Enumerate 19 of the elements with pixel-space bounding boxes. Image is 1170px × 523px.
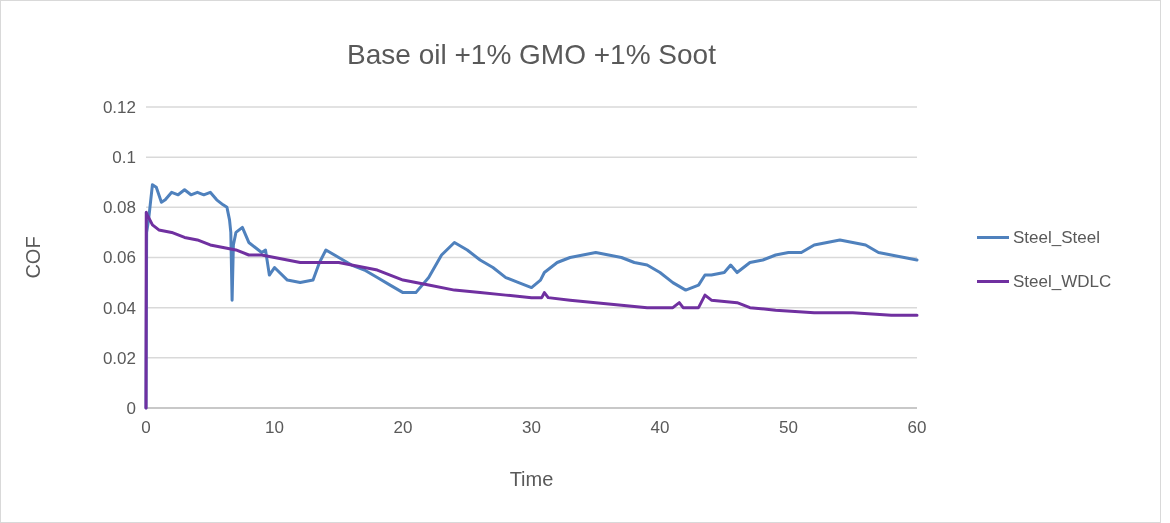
y-tick-label: 0 — [126, 398, 136, 418]
y-tick-label: 0.12 — [102, 97, 136, 117]
x-tick-label: 20 — [393, 418, 413, 437]
y-axis-title: COF — [22, 236, 44, 279]
x-tick-label: 60 — [907, 418, 927, 437]
legend-label: Steel_WDLC — [1013, 272, 1112, 292]
x-tick-label: 0 — [141, 418, 151, 437]
y-tick-label: 0.04 — [102, 298, 136, 318]
x-tick-label: 30 — [522, 418, 541, 437]
chart-title: Base oil +1% GMO +1% Soot — [347, 39, 717, 70]
x-tick-label: 40 — [650, 418, 670, 437]
y-tick-label: 0.1 — [112, 148, 136, 168]
y-tick-label: 0.06 — [102, 248, 136, 268]
x-tick-label: 10 — [265, 418, 284, 437]
y-tick-label: 0.08 — [102, 198, 136, 218]
y-tick-label: 0.02 — [102, 348, 136, 368]
legend-label: Steel_Steel — [1013, 228, 1100, 248]
x-axis-title: Time — [509, 468, 554, 490]
x-tick-label: 50 — [779, 418, 798, 437]
